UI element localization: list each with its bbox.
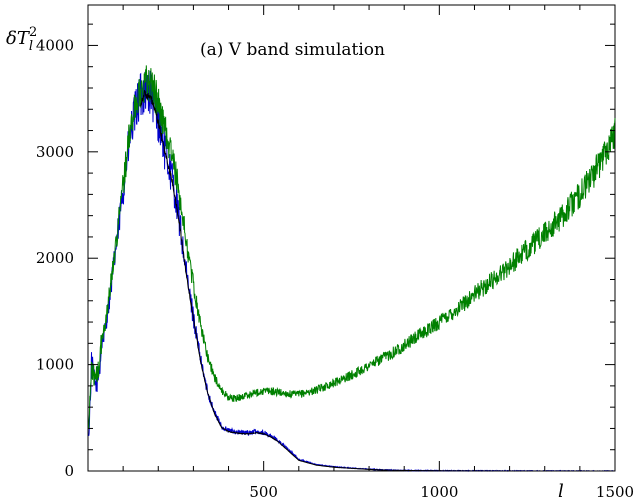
y-axis-label: δTl2 — [6, 25, 37, 54]
x-tick-label: 500 — [249, 483, 278, 501]
chart-title: (a) V band simulation — [200, 40, 385, 60]
tick-layer — [88, 5, 615, 471]
series-line-1 — [140, 90, 616, 472]
y-axis-label-sub: l — [29, 39, 33, 54]
x-tick-label: 1000 — [420, 483, 458, 501]
x-axis-label: l — [558, 481, 564, 502]
y-axis-label-sup: 2 — [29, 25, 37, 40]
y-tick-label: 2000 — [36, 249, 74, 267]
series-line-2 — [88, 65, 616, 429]
series-layer — [88, 65, 616, 472]
y-tick-label: 1000 — [36, 356, 74, 374]
tick-label-layer: 500 1000 1500 0 1000 2000 3000 4000 — [36, 36, 634, 501]
y-axis-label-base: δT — [6, 28, 31, 49]
y-tick-label: 0 — [64, 462, 74, 480]
x-tick-label: 1500 — [596, 483, 634, 501]
y-tick-label: 4000 — [36, 36, 74, 54]
series-line-0 — [88, 70, 616, 472]
y-tick-label: 3000 — [36, 143, 74, 161]
plot-frame — [87, 4, 616, 472]
